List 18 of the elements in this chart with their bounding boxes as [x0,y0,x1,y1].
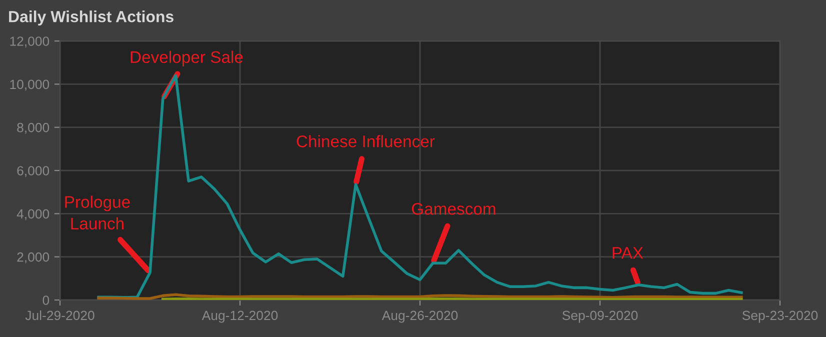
x-tick-label: Sep-09-2020 [562,310,638,323]
annotation: Developer Sale [130,50,243,66]
y-tick-label: 2,000 [17,252,50,264]
x-tick-label: Jul-29-2020 [25,310,94,320]
y-tick-label: 0 [42,296,50,305]
x-tick-label: Sep-23-2020 [742,310,818,323]
y-tick-label: 12,000 [10,36,50,48]
y-tick-label: 6,000 [17,166,50,177]
y-tick-label: 10,000 [10,80,50,91]
x-tick-label: Aug-26-2020 [382,310,458,323]
annotation: Gamescom [412,202,496,215]
x-tick-label: Aug-12-2020 [202,310,278,323]
annotation: PAX [612,247,644,259]
y-tick-label: 4,000 [16,209,50,220]
annotation: Prologue Launch [65,196,130,230]
y-tick-label: 8,000 [17,122,50,134]
annotation: Chinese Influencer [296,135,435,148]
chart-title: Daily Wishlist Actions [9,10,174,26]
